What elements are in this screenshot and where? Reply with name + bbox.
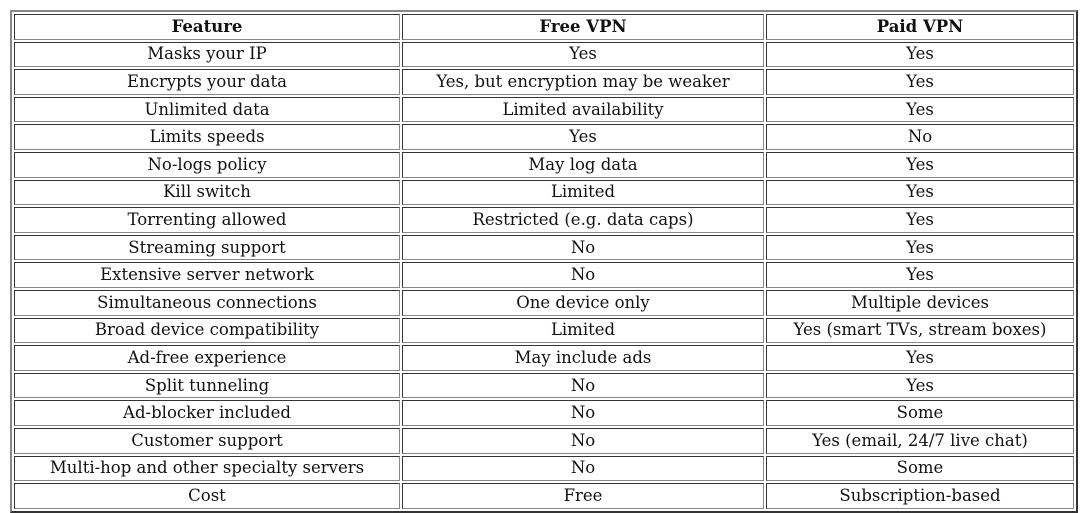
feature-cell: Encrypts your data	[14, 69, 400, 95]
feature-cell: Split tunneling	[14, 372, 400, 399]
paid-vpn-cell: Yes (email, 24/7 live chat)	[766, 427, 1074, 454]
feature-cell: Simultaneous connections	[14, 289, 400, 316]
feature-cell: Multi-hop and other specialty servers	[14, 455, 400, 482]
paid-vpn-cell: No	[766, 124, 1074, 150]
paid-vpn-cell: Yes (smart TVs, stream boxes)	[766, 317, 1074, 344]
paid-vpn-cell: Yes	[766, 262, 1074, 288]
free-vpn-cell: Limited	[402, 179, 764, 206]
table-row: Broad device compatibility Limited Yes (sm…	[14, 317, 1074, 344]
paid-vpn-cell: Yes	[766, 69, 1074, 95]
feature-cell: Kill switch	[14, 179, 400, 206]
free-vpn-cell: No	[402, 372, 764, 399]
table-row: Ad-free experience May include ads Yes	[14, 345, 1074, 371]
feature-cell: Unlimited data	[14, 96, 400, 123]
feature-cell: Broad device compatibility	[14, 317, 400, 344]
paid-vpn-cell: Yes	[766, 151, 1074, 178]
paid-vpn-cell: Yes	[766, 345, 1074, 371]
free-vpn-cell: Free	[402, 483, 764, 509]
paid-vpn-cell: Subscription-based	[766, 483, 1074, 509]
table-row: Extensive server network No Yes	[14, 262, 1074, 288]
paid-vpn-cell: Yes	[766, 234, 1074, 261]
free-vpn-cell: Yes	[402, 124, 764, 150]
free-vpn-cell: Yes	[402, 41, 764, 68]
feature-cell: Masks your IP	[14, 41, 400, 68]
header-free-vpn: Free VPN	[402, 14, 764, 40]
table-row: Masks your IP Yes Yes	[14, 41, 1074, 68]
feature-cell: Ad-blocker included	[14, 400, 400, 426]
table-row: Streaming support No Yes	[14, 234, 1074, 261]
table-row: Torrenting allowed Restricted (e.g. data …	[14, 207, 1074, 233]
table-row: Limits speeds Yes No	[14, 124, 1074, 150]
feature-cell: Torrenting allowed	[14, 207, 400, 233]
table-row: No-logs policy May log data Yes	[14, 151, 1074, 178]
feature-cell: Limits speeds	[14, 124, 400, 150]
free-vpn-cell: Limited	[402, 317, 764, 344]
free-vpn-cell: No	[402, 400, 764, 426]
free-vpn-cell: No	[402, 262, 764, 288]
header-feature: Feature	[14, 14, 400, 40]
feature-cell: No-logs policy	[14, 151, 400, 178]
feature-cell: Ad-free experience	[14, 345, 400, 371]
paid-vpn-cell: Some	[766, 455, 1074, 482]
table-row: Simultaneous connections One device only M…	[14, 289, 1074, 316]
table-row: Cost Free Subscription-based	[14, 483, 1074, 509]
free-vpn-cell: No	[402, 234, 764, 261]
free-vpn-cell: One device only	[402, 289, 764, 316]
paid-vpn-cell: Yes	[766, 96, 1074, 123]
free-vpn-cell: Restricted (e.g. data caps)	[402, 207, 764, 233]
paid-vpn-cell: Yes	[766, 41, 1074, 68]
paid-vpn-cell: Multiple devices	[766, 289, 1074, 316]
free-vpn-cell: May include ads	[402, 345, 764, 371]
free-vpn-cell: No	[402, 455, 764, 482]
table-row: Multi-hop and other specialty servers No S…	[14, 455, 1074, 482]
feature-cell: Extensive server network	[14, 262, 400, 288]
feature-cell: Customer support	[14, 427, 400, 454]
feature-cell: Cost	[14, 483, 400, 509]
paid-vpn-cell: Yes	[766, 207, 1074, 233]
table-row: Split tunneling No Yes	[14, 372, 1074, 399]
table-row: Customer support No Yes (email, 24/7 live …	[14, 427, 1074, 454]
free-vpn-cell: May log data	[402, 151, 764, 178]
table-row: Unlimited data Limited availability Yes	[14, 96, 1074, 123]
vpn-comparison-table: Feature Free VPN Paid VPN Masks your IP Y…	[10, 10, 1078, 513]
paid-vpn-cell: Yes	[766, 372, 1074, 399]
table-row: Ad-blocker included No Some	[14, 400, 1074, 426]
free-vpn-cell: Yes, but encryption may be weaker	[402, 69, 764, 95]
feature-cell: Streaming support	[14, 234, 400, 261]
paid-vpn-cell: Some	[766, 400, 1074, 426]
table-row: Encrypts your data Yes, but encryption ma…	[14, 69, 1074, 95]
free-vpn-cell: Limited availability	[402, 96, 764, 123]
paid-vpn-cell: Yes	[766, 179, 1074, 206]
header-paid-vpn: Paid VPN	[766, 14, 1074, 40]
free-vpn-cell: No	[402, 427, 764, 454]
table-row: Kill switch Limited Yes	[14, 179, 1074, 206]
header-row: Feature Free VPN Paid VPN	[14, 14, 1074, 40]
